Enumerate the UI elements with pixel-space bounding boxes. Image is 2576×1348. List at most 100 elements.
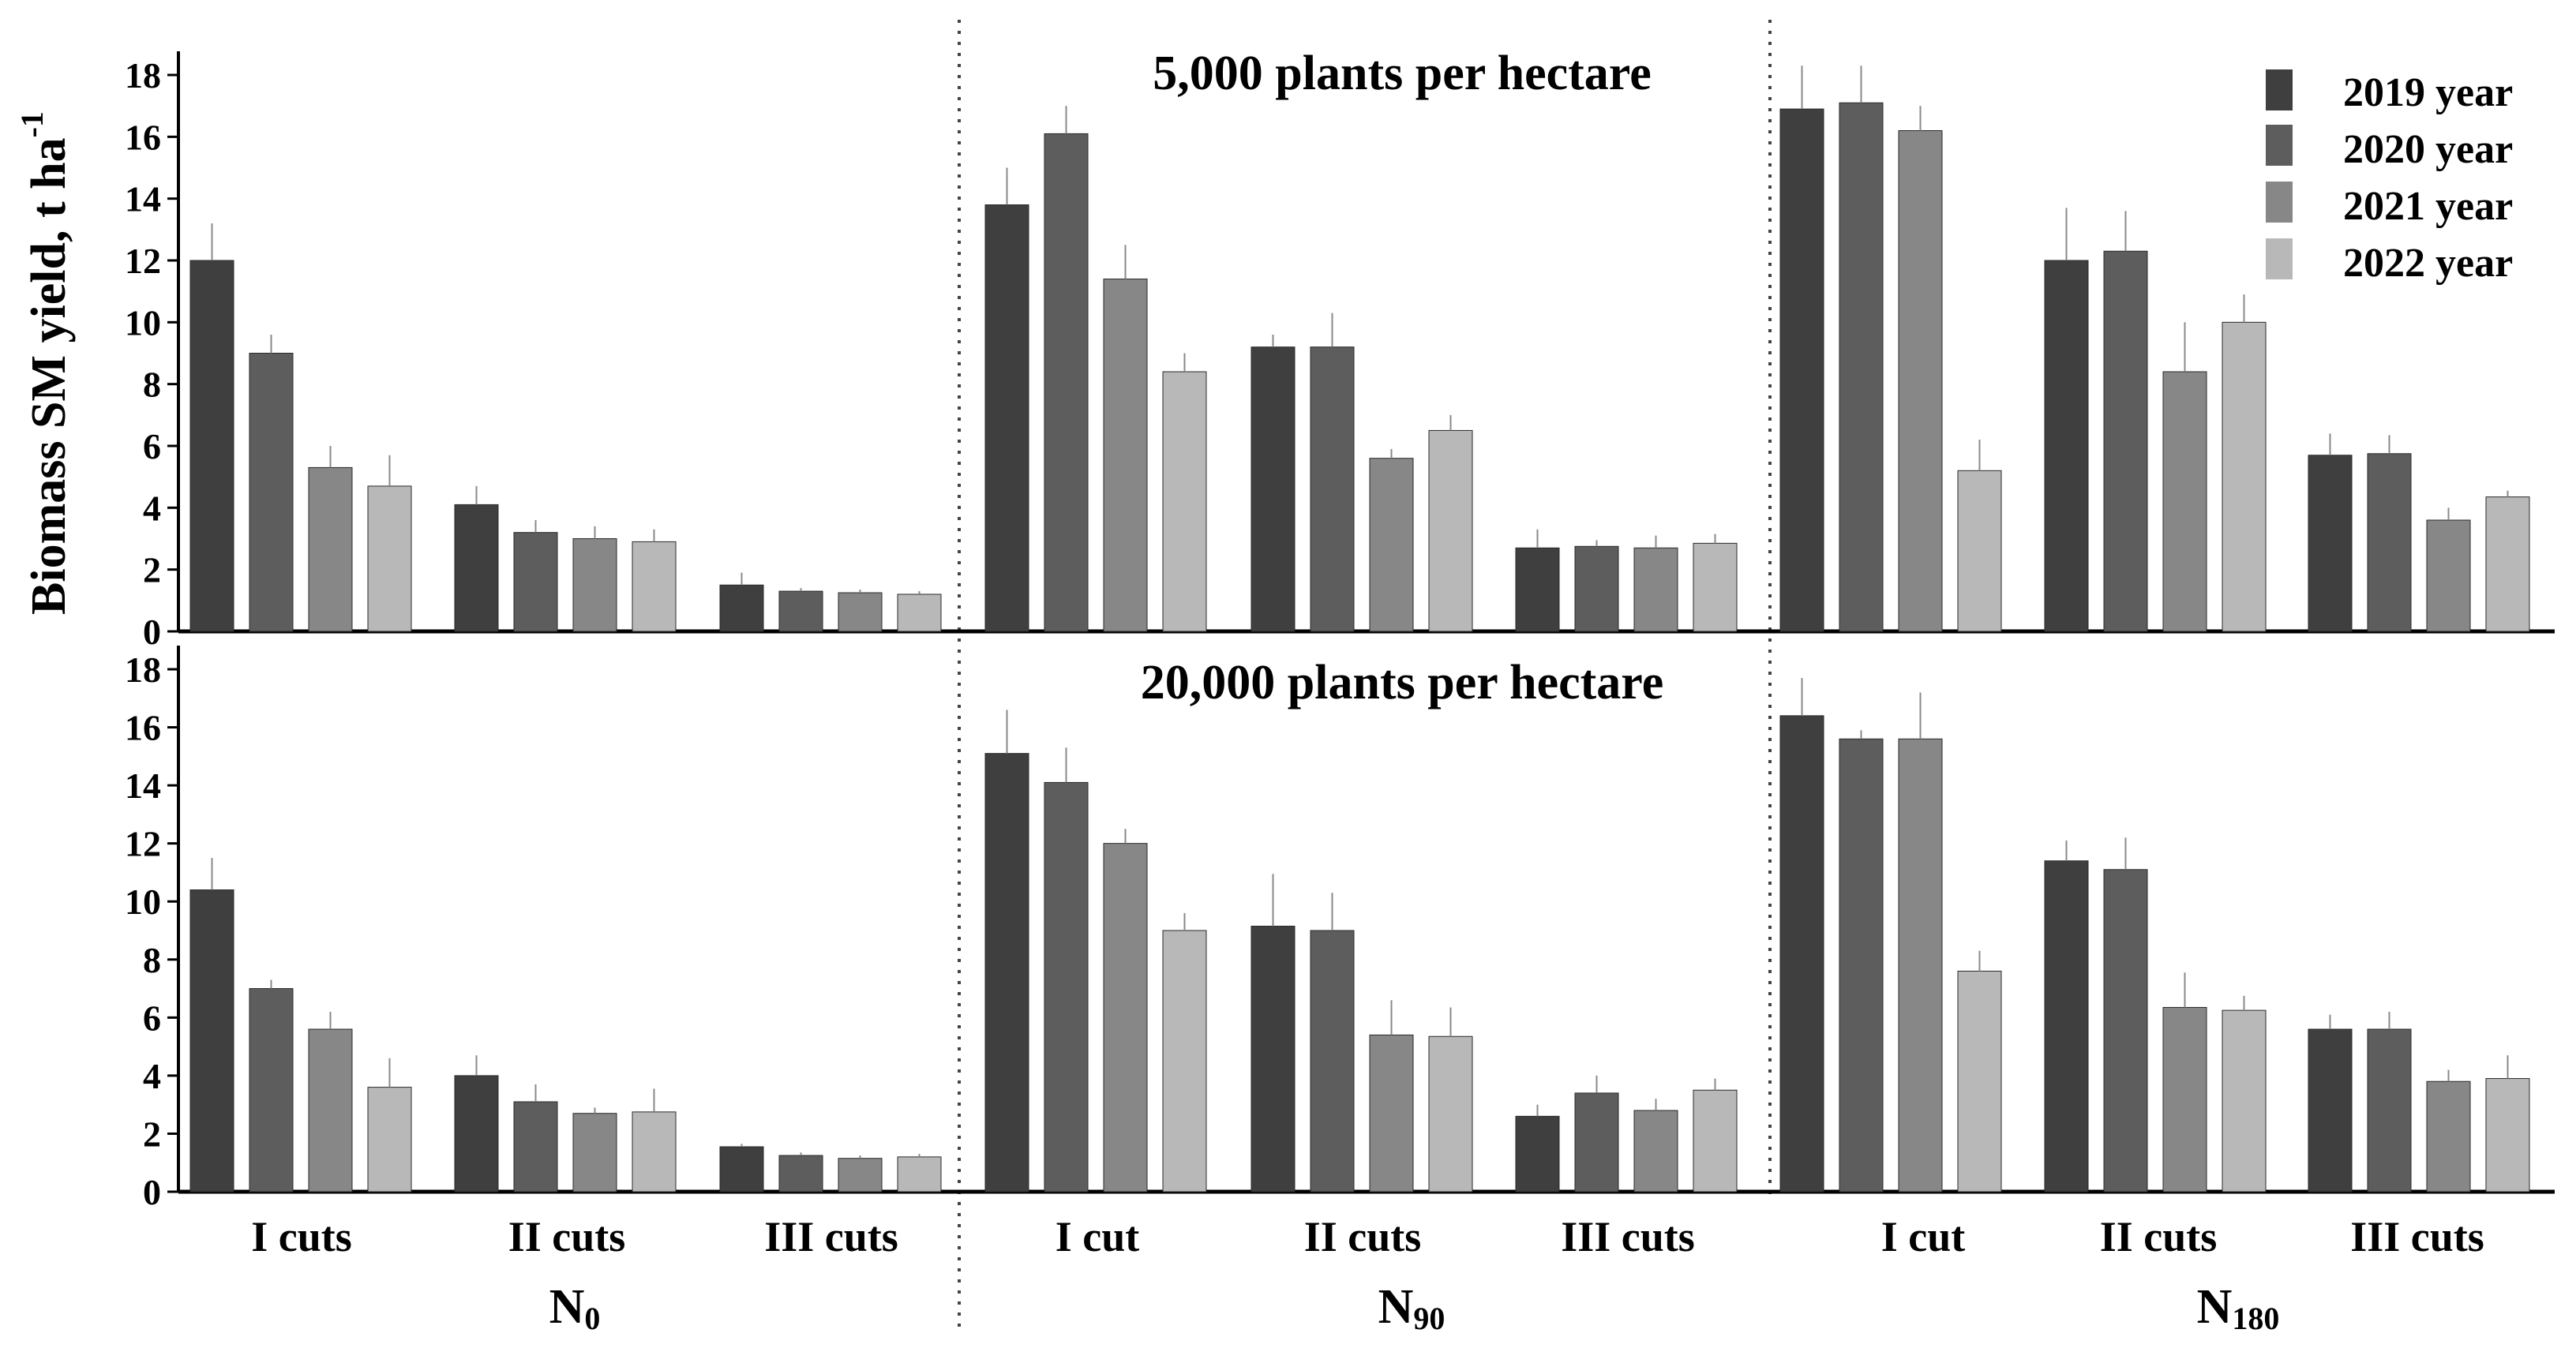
bar <box>308 466 353 632</box>
bar <box>2162 371 2207 632</box>
bar <box>1515 547 1560 632</box>
bar <box>1693 1089 1738 1193</box>
category-label: I cut <box>1056 1213 1140 1260</box>
bar <box>1428 1035 1473 1193</box>
panel-title-top: 5,000 plants per hectare <box>1153 47 1651 100</box>
panel-title-bottom: 20,000 plants per hectare <box>1141 656 1663 710</box>
bar <box>1839 738 1884 1193</box>
legend-label-2020: 2020 year <box>2343 127 2513 172</box>
category-label: II cuts <box>1304 1213 1422 1260</box>
legend-label-2021: 2021 year <box>2343 184 2513 229</box>
y-tick-label: 10 <box>125 882 161 922</box>
bar <box>632 1111 677 1193</box>
bar <box>719 1146 764 1193</box>
bar <box>189 260 234 632</box>
category-label: II cuts <box>2100 1213 2218 1260</box>
bar <box>984 753 1029 1193</box>
bar <box>1251 346 1295 632</box>
y-tick-label: 12 <box>125 241 161 281</box>
category-label: III cuts <box>1561 1213 1695 1260</box>
legend-swatch-2019 <box>2266 69 2293 110</box>
bar <box>719 584 764 632</box>
bar <box>1574 1092 1619 1193</box>
bar <box>367 485 412 632</box>
bar <box>1044 781 1089 1193</box>
bar <box>2426 519 2471 632</box>
bar <box>2308 455 2353 632</box>
legend-swatch-2020 <box>2266 125 2293 166</box>
bar <box>1162 371 1207 632</box>
bar <box>1310 346 1355 632</box>
y-tick-label: 14 <box>125 766 161 806</box>
bar <box>897 1156 942 1193</box>
y-tick-label: 16 <box>125 708 161 748</box>
bar <box>249 353 294 632</box>
y-tick-label: 6 <box>143 426 161 466</box>
bar <box>2308 1028 2353 1193</box>
legend-swatch-2022 <box>2266 238 2293 279</box>
bar <box>1103 843 1148 1193</box>
bar <box>1369 458 1414 632</box>
bar <box>778 590 823 632</box>
category-label: III cuts <box>764 1213 898 1260</box>
bar <box>513 1101 558 1193</box>
legend-swatch-2021 <box>2266 182 2293 223</box>
bar <box>2426 1080 2471 1193</box>
bar <box>2103 869 2148 1193</box>
bar <box>1779 108 1824 632</box>
group-label-n90: N90 <box>1378 1280 1445 1336</box>
bar <box>1515 1115 1560 1193</box>
bar <box>1693 542 1738 632</box>
y-tick-label: 18 <box>125 650 161 690</box>
bar <box>2367 1028 2412 1193</box>
y-tick-label: 12 <box>125 824 161 864</box>
bar <box>1251 925 1295 1193</box>
legend: 2019 year 2020 year 2021 year 2022 year <box>2266 69 2513 286</box>
bar <box>1103 279 1148 632</box>
y-tick-label: 0 <box>143 612 161 652</box>
bar <box>1898 738 1943 1193</box>
group-label-n180: N180 <box>2197 1280 2280 1336</box>
bar <box>2044 860 2089 1193</box>
category-label: I cuts <box>251 1213 352 1260</box>
bar <box>984 204 1029 632</box>
bar <box>1957 970 2002 1193</box>
bar <box>513 532 558 632</box>
bar <box>1898 130 1943 632</box>
y-tick-label: 2 <box>143 1114 161 1154</box>
bar <box>632 541 677 632</box>
y-axis-label: Biomass SM yield, t ha-1 <box>14 111 76 615</box>
bar <box>189 889 234 1193</box>
legend-label-2019: 2019 year <box>2343 70 2513 115</box>
bar <box>2485 1078 2530 1193</box>
bar <box>308 1028 353 1193</box>
bar <box>1574 545 1619 632</box>
y-tick-label: 8 <box>143 940 161 980</box>
bar <box>2222 1009 2267 1193</box>
y-tick-label: 4 <box>143 488 161 528</box>
bar <box>454 504 499 632</box>
y-tick-label: 8 <box>143 365 161 405</box>
bar <box>1428 429 1473 632</box>
bar <box>838 1158 883 1193</box>
bar <box>249 988 294 1193</box>
category-label: II cuts <box>508 1213 626 1260</box>
y-tick-label: 18 <box>125 55 161 95</box>
y-tick-label: 2 <box>143 550 161 590</box>
bar <box>1310 930 1355 1193</box>
bar <box>1044 133 1089 632</box>
bar <box>838 592 883 632</box>
bar <box>572 538 617 632</box>
category-label: III cuts <box>2350 1213 2484 1260</box>
y-tick-label: 6 <box>143 998 161 1038</box>
bar <box>897 593 942 632</box>
group-label-n0: N0 <box>549 1280 601 1336</box>
bar <box>1633 1110 1678 1193</box>
bar <box>572 1113 617 1193</box>
y-tick-label: 16 <box>125 117 161 157</box>
bar <box>2162 1006 2207 1193</box>
y-tick-label: 14 <box>125 179 161 219</box>
category-label: I cut <box>1881 1213 1966 1260</box>
y-tick-label: 10 <box>125 302 161 343</box>
